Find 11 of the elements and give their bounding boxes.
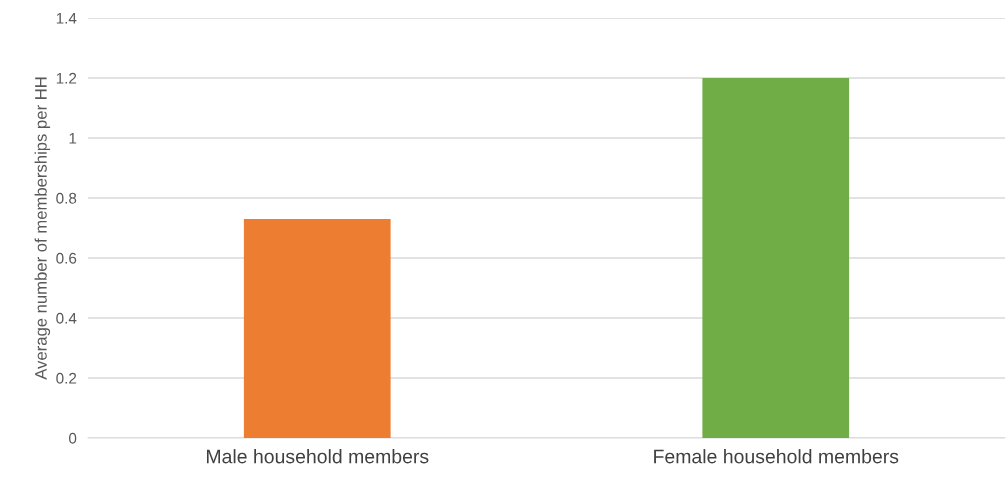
- y-tick-label: 0.2: [56, 372, 77, 384]
- y-tick-label: 1.2: [56, 72, 77, 84]
- y-tick-label: 0.6: [56, 252, 77, 264]
- x-tick-label: Male household members: [206, 449, 429, 464]
- y-tick-label: 1.4: [56, 13, 77, 24]
- y-tick-label: 1: [69, 133, 77, 144]
- y-tick-label: 0: [68, 432, 77, 444]
- y-tick-label: 0.8: [56, 192, 77, 204]
- x-tick-label: Female household members: [654, 449, 899, 464]
- y-axis-title: Average number of memberships per HH: [34, 77, 51, 380]
- y-tick-label: 0.4: [56, 312, 77, 324]
